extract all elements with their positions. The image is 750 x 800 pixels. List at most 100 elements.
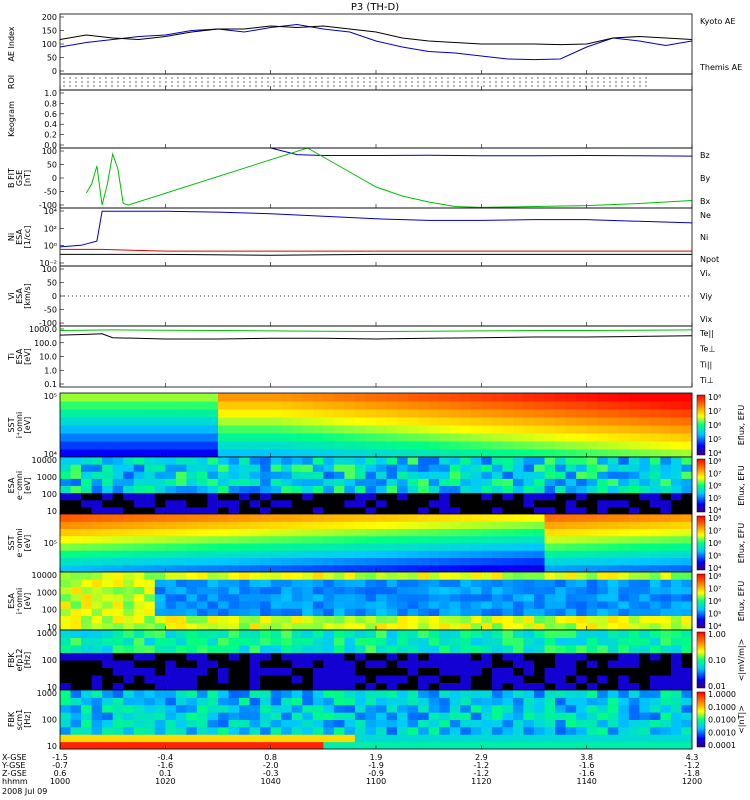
heat-cell [312, 615, 324, 624]
heat-cell [639, 630, 651, 638]
heat-cell [354, 550, 366, 558]
cbar-tick-label: 10⁶ [708, 539, 721, 548]
heat-cell [323, 572, 335, 580]
heat-cell [81, 478, 93, 486]
heat-cell [154, 712, 166, 720]
roi-dot [291, 77, 293, 79]
heat-cell [344, 690, 356, 698]
heat-cell [60, 543, 72, 551]
heat-cell [70, 601, 82, 609]
heat-cell [312, 645, 324, 653]
heat-cell [175, 441, 187, 450]
heat-cell [60, 457, 72, 465]
heat-cell [649, 572, 661, 580]
heat-cell [260, 586, 272, 595]
heat-cell [154, 471, 166, 479]
heat-cell [207, 630, 219, 638]
heat-cell [333, 433, 345, 442]
heat-cell [323, 726, 335, 735]
heat-cell [249, 535, 261, 544]
heat-cell [281, 572, 293, 580]
heat-cell [144, 457, 156, 465]
heat-cell [207, 464, 219, 472]
heat-cell [565, 543, 577, 551]
roi-dot [69, 85, 71, 87]
heat-cell [439, 528, 451, 537]
heat-cell [607, 543, 619, 551]
heat-cell [618, 637, 630, 646]
xaxis-value: 1140 [576, 777, 596, 786]
heat-cell [133, 492, 145, 501]
heat-cell [165, 543, 177, 551]
heat-cell [249, 726, 261, 735]
heat-cell [660, 637, 672, 646]
heat-cell [270, 506, 282, 515]
heat-cell [555, 690, 567, 698]
heat-cell [354, 417, 366, 426]
heat-cell [165, 682, 177, 691]
heat-cell [397, 660, 409, 668]
cbar-tick-label: 0.1000 [708, 703, 736, 712]
heat-cell [628, 441, 640, 450]
ytick-label: 200 [42, 13, 57, 22]
heat-cell [144, 593, 156, 602]
heat-cell [649, 622, 661, 631]
heat-cell [523, 564, 535, 573]
heat-cell [660, 499, 672, 508]
heat-cell [449, 741, 461, 750]
heat-cell [196, 726, 208, 735]
ylabel-vi: ESA [15, 288, 24, 304]
heat-cell [618, 741, 630, 750]
heat-cell [196, 645, 208, 653]
heat-cell [481, 690, 493, 698]
heat-cell [534, 675, 546, 683]
heat-cell [607, 615, 619, 624]
heat-cell [144, 630, 156, 638]
heat-cell [428, 726, 440, 735]
heat-cell [144, 485, 156, 494]
heat-cell [597, 478, 609, 486]
heat-cell [123, 393, 135, 402]
heat-cell [407, 557, 419, 566]
heat-cell [291, 601, 303, 609]
heat-cell [649, 393, 661, 402]
heat-cell [281, 675, 293, 683]
heat-cell [681, 514, 693, 522]
heat-cell [618, 492, 630, 501]
heat-cell [376, 593, 388, 602]
heat-cell [239, 697, 251, 706]
heat-cell [534, 667, 546, 676]
roi-dot [75, 81, 77, 83]
heat-cell [228, 449, 240, 458]
heat-cell [175, 449, 187, 458]
heat-cell [544, 601, 556, 609]
heat-cell [291, 499, 303, 508]
heat-cell [112, 734, 124, 743]
heat-cell [670, 572, 682, 580]
heat-cell [565, 417, 577, 426]
heat-cell [186, 637, 198, 646]
heat-cell [512, 401, 524, 410]
heat-cell [81, 630, 93, 638]
heat-cell [123, 417, 135, 426]
heat-cell [512, 615, 524, 624]
heat-cell [281, 543, 293, 551]
heat-cell [291, 572, 303, 580]
heat-cell [649, 457, 661, 465]
heat-cell [218, 601, 230, 609]
heat-cell [354, 660, 366, 668]
heat-cell [165, 557, 177, 566]
heat-cell [333, 449, 345, 458]
heat-cell [628, 675, 640, 683]
heat-cell [123, 704, 135, 713]
heat-cell [175, 492, 187, 501]
heat-cell [81, 441, 93, 450]
roi-dot [249, 77, 251, 79]
heat-cell [81, 690, 93, 698]
heat-cell [439, 652, 451, 661]
heat-cell [112, 441, 124, 450]
heat-cell [102, 471, 114, 479]
heat-cell [186, 630, 198, 638]
heat-cell [670, 652, 682, 661]
heat-cell [81, 393, 93, 402]
